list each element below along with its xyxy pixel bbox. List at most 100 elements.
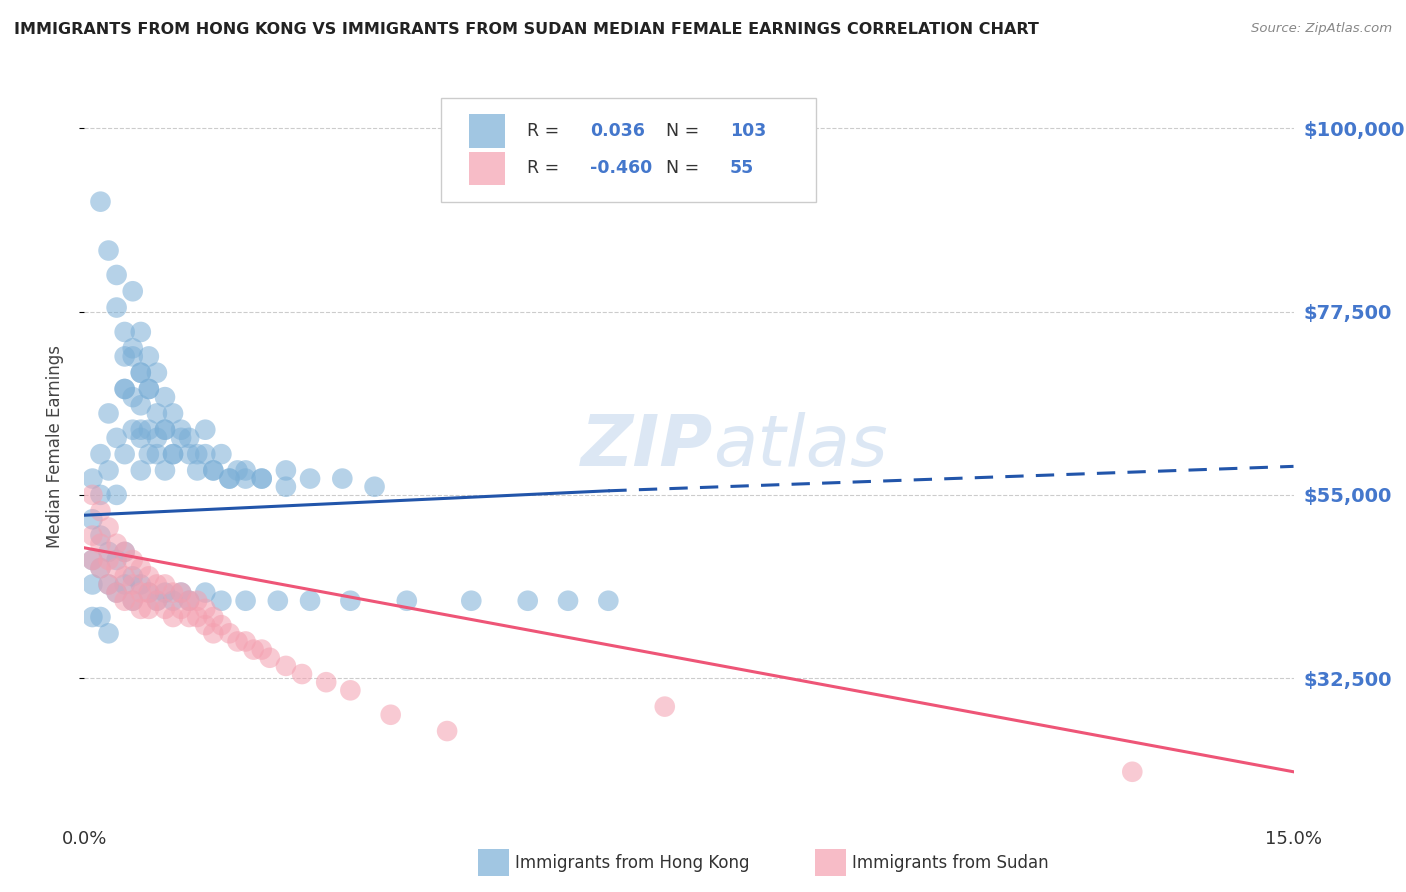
Point bbox=[598, 593, 620, 607]
Point bbox=[363, 480, 385, 494]
Text: Source: ZipAtlas.com: Source: ZipAtlas.com bbox=[1251, 22, 1392, 36]
Point bbox=[170, 585, 193, 599]
Point bbox=[146, 593, 169, 607]
Point bbox=[129, 561, 152, 575]
Point bbox=[114, 350, 136, 364]
Point bbox=[299, 593, 322, 607]
Point bbox=[129, 398, 152, 412]
Point bbox=[89, 504, 111, 518]
Point bbox=[194, 618, 217, 632]
Point bbox=[170, 585, 193, 599]
Point bbox=[170, 602, 193, 616]
Point bbox=[235, 463, 257, 477]
Point bbox=[89, 537, 111, 551]
Point bbox=[395, 593, 418, 607]
Text: R =: R = bbox=[527, 122, 565, 140]
Point bbox=[209, 447, 232, 461]
Point bbox=[162, 610, 184, 624]
Point bbox=[121, 569, 143, 583]
Point bbox=[202, 463, 225, 477]
Point bbox=[114, 447, 136, 461]
Point bbox=[557, 593, 579, 607]
Point bbox=[436, 724, 458, 739]
Point bbox=[170, 423, 193, 437]
Point bbox=[105, 488, 128, 502]
Point bbox=[250, 472, 273, 486]
Point bbox=[380, 707, 402, 722]
Point bbox=[97, 520, 120, 534]
Point bbox=[153, 423, 176, 437]
Point bbox=[105, 301, 128, 315]
Point bbox=[114, 577, 136, 591]
Point bbox=[162, 447, 184, 461]
Point bbox=[97, 406, 120, 420]
Point bbox=[129, 577, 152, 591]
Point bbox=[121, 553, 143, 567]
Point bbox=[153, 423, 176, 437]
Point bbox=[114, 545, 136, 559]
Text: N =: N = bbox=[666, 160, 704, 178]
Point bbox=[146, 406, 169, 420]
Point bbox=[202, 463, 225, 477]
Point bbox=[218, 472, 240, 486]
Point bbox=[114, 382, 136, 396]
Point bbox=[235, 472, 257, 486]
Text: R =: R = bbox=[527, 160, 565, 178]
Point bbox=[129, 463, 152, 477]
Point bbox=[129, 423, 152, 437]
Text: 55: 55 bbox=[730, 160, 754, 178]
Text: atlas: atlas bbox=[713, 411, 887, 481]
Text: IMMIGRANTS FROM HONG KONG VS IMMIGRANTS FROM SUDAN MEDIAN FEMALE EARNINGS CORREL: IMMIGRANTS FROM HONG KONG VS IMMIGRANTS … bbox=[14, 22, 1039, 37]
Point bbox=[291, 667, 314, 681]
Point bbox=[153, 585, 176, 599]
Text: Immigrants from Hong Kong: Immigrants from Hong Kong bbox=[515, 854, 749, 871]
Point bbox=[209, 593, 232, 607]
Point bbox=[129, 325, 152, 339]
Point bbox=[129, 366, 152, 380]
Bar bbox=[468, 114, 505, 148]
Point bbox=[146, 447, 169, 461]
Point bbox=[129, 431, 152, 445]
Point bbox=[146, 593, 169, 607]
Text: 0.036: 0.036 bbox=[589, 122, 645, 140]
Point bbox=[114, 382, 136, 396]
Point bbox=[82, 553, 104, 567]
Text: ZIP: ZIP bbox=[581, 411, 713, 481]
Point bbox=[121, 285, 143, 299]
Point bbox=[146, 577, 169, 591]
Point bbox=[97, 626, 120, 640]
Point bbox=[97, 577, 120, 591]
Point bbox=[129, 602, 152, 616]
Point bbox=[186, 463, 208, 477]
Point bbox=[97, 553, 120, 567]
Point bbox=[114, 593, 136, 607]
Point bbox=[97, 463, 120, 477]
Point bbox=[162, 585, 184, 599]
Point bbox=[186, 593, 208, 607]
Point bbox=[89, 194, 111, 209]
Point bbox=[250, 642, 273, 657]
Point bbox=[129, 366, 152, 380]
Point bbox=[226, 634, 249, 648]
Point bbox=[209, 618, 232, 632]
Point bbox=[121, 423, 143, 437]
Point bbox=[267, 593, 290, 607]
Point bbox=[82, 488, 104, 502]
Y-axis label: Median Female Earnings: Median Female Earnings bbox=[45, 344, 63, 548]
Point bbox=[146, 366, 169, 380]
Point bbox=[242, 642, 264, 657]
Point bbox=[186, 447, 208, 461]
Point bbox=[153, 463, 176, 477]
Point bbox=[186, 610, 208, 624]
Point bbox=[129, 585, 152, 599]
Point bbox=[274, 659, 297, 673]
Point bbox=[654, 699, 676, 714]
Point bbox=[218, 626, 240, 640]
Point bbox=[138, 382, 160, 396]
Point bbox=[179, 593, 201, 607]
Point bbox=[82, 512, 104, 526]
Point bbox=[235, 593, 257, 607]
Point bbox=[82, 528, 104, 542]
Point bbox=[82, 610, 104, 624]
Point bbox=[138, 585, 160, 599]
